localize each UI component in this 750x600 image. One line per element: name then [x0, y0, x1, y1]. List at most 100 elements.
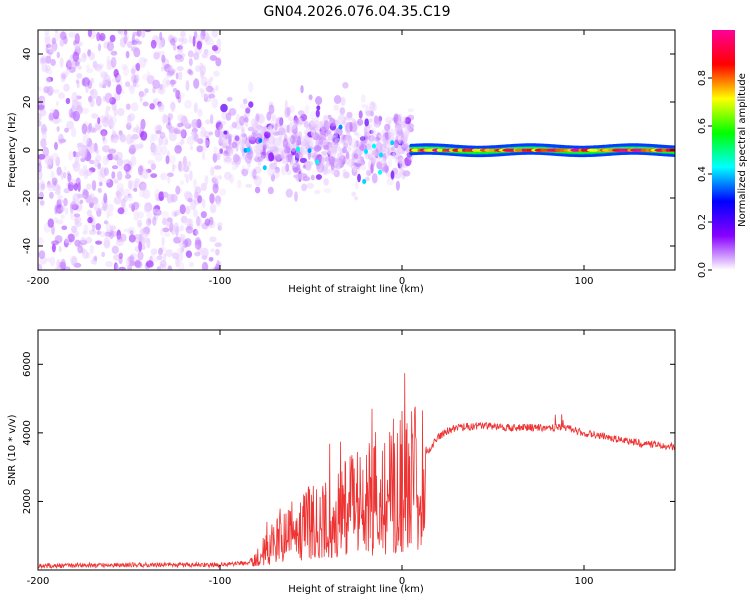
spectrogram-cell [118, 164, 124, 170]
spectrogram-cell [168, 130, 177, 142]
spectrogram-cell [323, 178, 329, 186]
colorbar: 0.0 0.2 0.4 0.6 0.8 Normalized spectral ampl… [697, 30, 748, 278]
spectrogram-cell [371, 173, 378, 184]
snr-x-ticks: -200 -100 0 100 [27, 330, 594, 587]
spectrogram-cell [71, 91, 78, 103]
spectrogram-cell [382, 153, 387, 162]
spectrogram-cell [390, 146, 396, 152]
colorbar-tick-label: 0.4 [697, 166, 708, 182]
spectrogram-cell [159, 83, 163, 90]
spectrogram-cell [211, 30, 219, 38]
spectrogram-cell [227, 146, 231, 154]
spectrogram-cell [40, 123, 47, 135]
spectrogram-cell [69, 179, 77, 185]
spectrogram-cell [407, 108, 415, 113]
spectrogram-cell [213, 266, 219, 270]
spectrogram-cell [58, 198, 64, 204]
spectrogram-cell [64, 207, 69, 215]
spectrogram-cell [185, 176, 189, 184]
spectrogram-cell [140, 30, 146, 38]
spectrogram-cell [382, 162, 388, 170]
spectrogram-cell [254, 186, 261, 194]
spectrogram-cell [330, 146, 337, 154]
spectrogram-cell [102, 130, 106, 142]
spectrogram-cell [284, 100, 288, 111]
spectrogram-cell [253, 145, 259, 153]
spectrogram-cell [47, 218, 54, 228]
spectrogram-cell [76, 95, 82, 100]
spectrogram-cell [157, 101, 162, 107]
spectrogram-cell [281, 157, 289, 165]
spectrogram-cell [123, 228, 131, 233]
spectrogram-cell [275, 117, 284, 128]
spectrogram-cell [45, 77, 52, 84]
spectrogram-cell [161, 54, 166, 63]
spectrogram-cell [278, 133, 283, 142]
spectrogram-cell [337, 159, 342, 167]
spectrogram-cell [327, 168, 332, 173]
spectrogram-cell [316, 105, 321, 111]
spectrogram-cell [258, 138, 263, 144]
spectrogram-cell [63, 165, 67, 171]
spectrogram-cell [54, 190, 61, 196]
spectrogram-cell [301, 137, 305, 147]
spectrogram-cell [301, 183, 307, 192]
spectrogram-cell [308, 120, 316, 125]
spectrogram-cell [93, 255, 98, 262]
spectrogram-cell [113, 196, 122, 205]
spectrogram-cell [398, 136, 403, 145]
spectrogram-cell [353, 131, 359, 136]
chart-title: GN04.2026.076.04.35.C19 [264, 4, 451, 20]
spectrogram-cell [171, 210, 179, 218]
spectrogram-cell [213, 146, 218, 155]
spectrogram-cell [396, 148, 401, 158]
spectrogram-cell [364, 149, 368, 154]
spectrogram-cell [38, 169, 43, 181]
spectrogram-cell [215, 57, 222, 67]
spectrogram-cell [58, 92, 65, 99]
y-tick-label: 0 [22, 147, 33, 153]
colorbar-tick-label: 0.8 [697, 70, 708, 86]
spectrogram-cell [592, 148, 599, 152]
spectrogram-cell [73, 182, 78, 191]
spectrogram-cell [253, 119, 258, 125]
spectrogram-cell [144, 202, 153, 213]
spectrogram-cell [342, 168, 347, 179]
spectrogram-cell [163, 232, 171, 238]
spectrogram-cell [306, 160, 311, 167]
spectrogram-cell [142, 189, 151, 200]
spectrogram-cell [224, 149, 228, 155]
spectrogram-cell [58, 118, 63, 123]
spectrogram-cell [152, 205, 158, 216]
spectrogram-cell [46, 76, 54, 83]
spectrogram-cell [38, 153, 46, 160]
spectrogram-cell [115, 151, 123, 160]
spectrogram-cell [195, 65, 201, 72]
spectrogram-cell [442, 148, 448, 152]
y-tick-label: -20 [22, 190, 33, 206]
spectrogram-cell [138, 57, 147, 68]
spectrogram-cell [268, 152, 275, 162]
spectrogram-cell [48, 112, 54, 121]
spectrogram-cell [340, 134, 347, 144]
spectrogram-cell [89, 244, 94, 255]
spectrogram-cell [189, 145, 193, 151]
spectrogram-cell [136, 73, 140, 80]
spectrogram-cell [63, 238, 69, 248]
spectrogram-cell [366, 170, 372, 176]
spectrogram-cell [72, 161, 81, 172]
spectrogram-cell [362, 179, 367, 184]
spectrogram-cell [103, 192, 108, 204]
x-tick-label: 0 [399, 276, 405, 287]
spectrogram-cell [49, 48, 53, 55]
spectrogram-cell [126, 122, 132, 130]
spectrogram-cell [129, 84, 136, 95]
spectrogram-cell [166, 218, 174, 228]
spectrogram-cell [81, 123, 88, 135]
spectrogram-cell [278, 127, 286, 136]
spectrogram-cell [245, 107, 251, 114]
spectrogram-cell [210, 166, 215, 176]
spectrogram-cell [113, 68, 119, 78]
spectrogram-cell [45, 55, 52, 64]
spectrogram-cell [140, 183, 147, 190]
